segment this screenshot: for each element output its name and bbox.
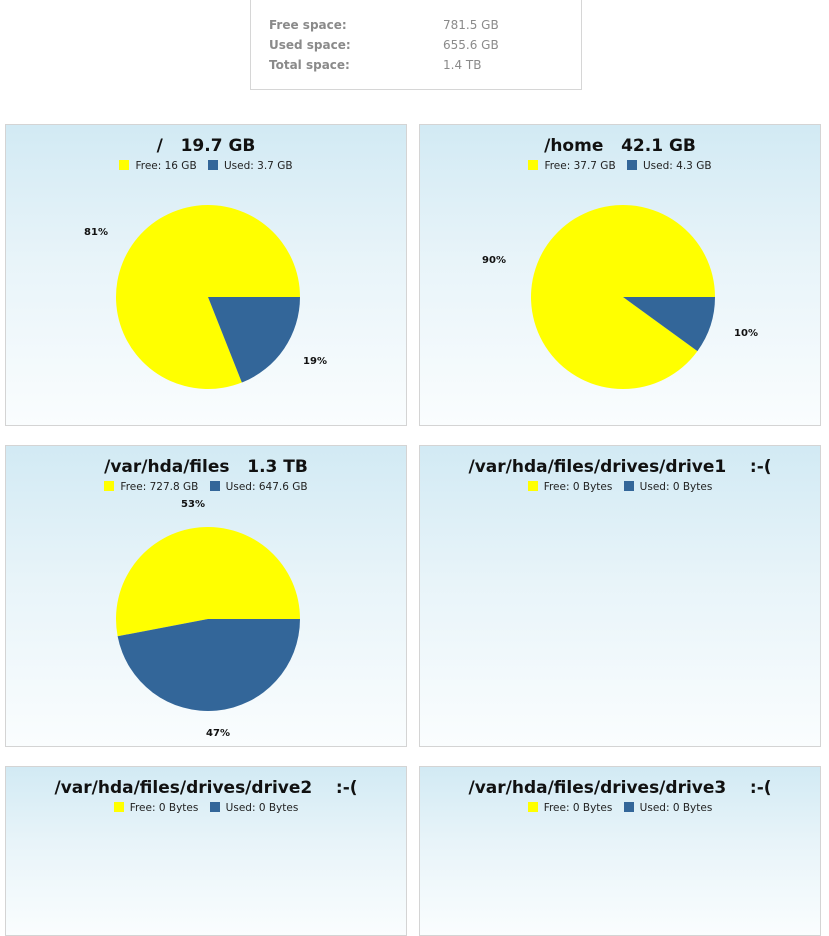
chart-legend: Free: 0 Bytes Used: 0 Bytes — [6, 801, 406, 815]
legend-used-label: Used: 647.6 GB — [225, 481, 308, 493]
pie-chart-var-hda-files: 53% 47% — [116, 499, 300, 739]
legend-swatch-used — [623, 802, 634, 812]
legend-free: Free: 727.8 GB — [104, 480, 198, 494]
legend-used: Used: 647.6 GB — [209, 480, 308, 494]
chart-title: /var/hda/files 1.3 TB — [104, 457, 308, 477]
chart-title: /home 42.1 GB — [544, 136, 696, 156]
chart-title: /var/hda/files/drives/drive1 :-( — [468, 457, 772, 477]
pie-label-used: 10% — [734, 328, 758, 339]
legend-used-label: Used: 3.7 GB — [224, 160, 293, 172]
chart-panel-root: 81% 19% / 19.7 GB Free: 16 GB Used: 3.7 … — [5, 124, 407, 426]
legend-used: Used: 0 Bytes — [209, 801, 299, 815]
total-space-label: Total space: — [269, 58, 350, 72]
chart-panel-drive2: /var/hda/files/drives/drive2 :-( Free: 0… — [5, 766, 407, 936]
used-space-value: 655.6 GB — [443, 38, 499, 52]
pie-slice-used — [117, 619, 300, 711]
legend-free-label: Free: 0 Bytes — [543, 481, 613, 493]
chart-title: /var/hda/files/drives/drive2 :-( — [54, 778, 358, 798]
legend-used-label: Used: 0 Bytes — [639, 802, 713, 814]
pie-chart-home: 90% 10% — [482, 204, 758, 389]
legend-used-label: Used: 0 Bytes — [225, 802, 299, 814]
legend-swatch-free — [119, 160, 130, 170]
legend-swatch-free — [104, 481, 115, 491]
chart-legend: Free: 16 GB Used: 3.7 GB — [6, 159, 406, 173]
legend-free: Free: 0 Bytes — [527, 801, 613, 815]
legend-used: Used: 3.7 GB — [208, 159, 293, 173]
legend-swatch-free — [527, 802, 538, 812]
total-space-value: 1.4 TB — [443, 58, 482, 72]
chart-title: / 19.7 GB — [156, 136, 256, 156]
used-space-label: Used space: — [269, 38, 351, 52]
pie-label-free: 90% — [482, 255, 506, 266]
chart-panel-home: 90% 10% /home 42.1 GB Free: 37.7 GB Used… — [419, 124, 821, 426]
pie-label-free: 53% — [181, 499, 205, 510]
chart-legend: Free: 0 Bytes Used: 0 Bytes — [420, 801, 820, 815]
disk-summary-box: Free space: 781.5 GB Used space: 655.6 G… — [250, 0, 582, 90]
legend-free-label: Free: 37.7 GB — [544, 160, 616, 172]
chart-panel-var-hda-files: 53% 47% /var/hda/files 1.3 TB Free: 727.… — [5, 445, 407, 747]
pie-slice-free — [116, 527, 300, 637]
chart-panel-drive1: /var/hda/files/drives/drive1 :-( Free: 0… — [419, 445, 821, 747]
legend-swatch-used — [627, 160, 637, 170]
legend-used: Used: 0 Bytes — [623, 801, 713, 815]
legend-used-label: Used: 0 Bytes — [639, 481, 713, 493]
legend-used-label: Used: 4.3 GB — [643, 160, 712, 172]
chart-legend: Free: 37.7 GB Used: 4.3 GB — [420, 159, 820, 173]
chart-legend: Free: 727.8 GB Used: 647.6 GB — [6, 480, 406, 494]
pie-slice-used — [208, 297, 300, 383]
legend-free-label: Free: 16 GB — [135, 160, 197, 172]
free-space-value: 781.5 GB — [443, 18, 499, 32]
legend-used: Used: 0 Bytes — [623, 480, 713, 494]
legend-free-label: Free: 0 Bytes — [129, 802, 199, 814]
chart-title: /var/hda/files/drives/drive3 :-( — [468, 778, 772, 798]
pie-slice-used — [623, 297, 715, 352]
legend-swatch-used — [209, 481, 220, 491]
legend-free: Free: 16 GB — [119, 159, 197, 173]
legend-free-label: Free: 727.8 GB — [120, 481, 199, 493]
legend-swatch-used — [208, 160, 218, 170]
legend-free: Free: 37.7 GB — [528, 159, 616, 173]
legend-free: Free: 0 Bytes — [113, 801, 199, 815]
pie-label-used: 19% — [303, 356, 327, 367]
pie-label-free: 81% — [84, 227, 108, 238]
chart-legend: Free: 0 Bytes Used: 0 Bytes — [420, 480, 820, 494]
legend-used: Used: 4.3 GB — [627, 159, 712, 173]
legend-swatch-free — [113, 802, 124, 812]
legend-free-label: Free: 0 Bytes — [543, 802, 613, 814]
legend-swatch-free — [527, 481, 538, 491]
pie-label-used: 47% — [206, 728, 230, 739]
legend-swatch-used — [209, 802, 220, 812]
free-space-label: Free space: — [269, 18, 347, 32]
legend-free: Free: 0 Bytes — [527, 480, 613, 494]
legend-swatch-used — [623, 481, 634, 491]
legend-swatch-free — [528, 160, 539, 170]
chart-panel-drive3: /var/hda/files/drives/drive3 :-( Free: 0… — [419, 766, 821, 936]
pie-chart-root: 81% 19% — [84, 205, 327, 389]
